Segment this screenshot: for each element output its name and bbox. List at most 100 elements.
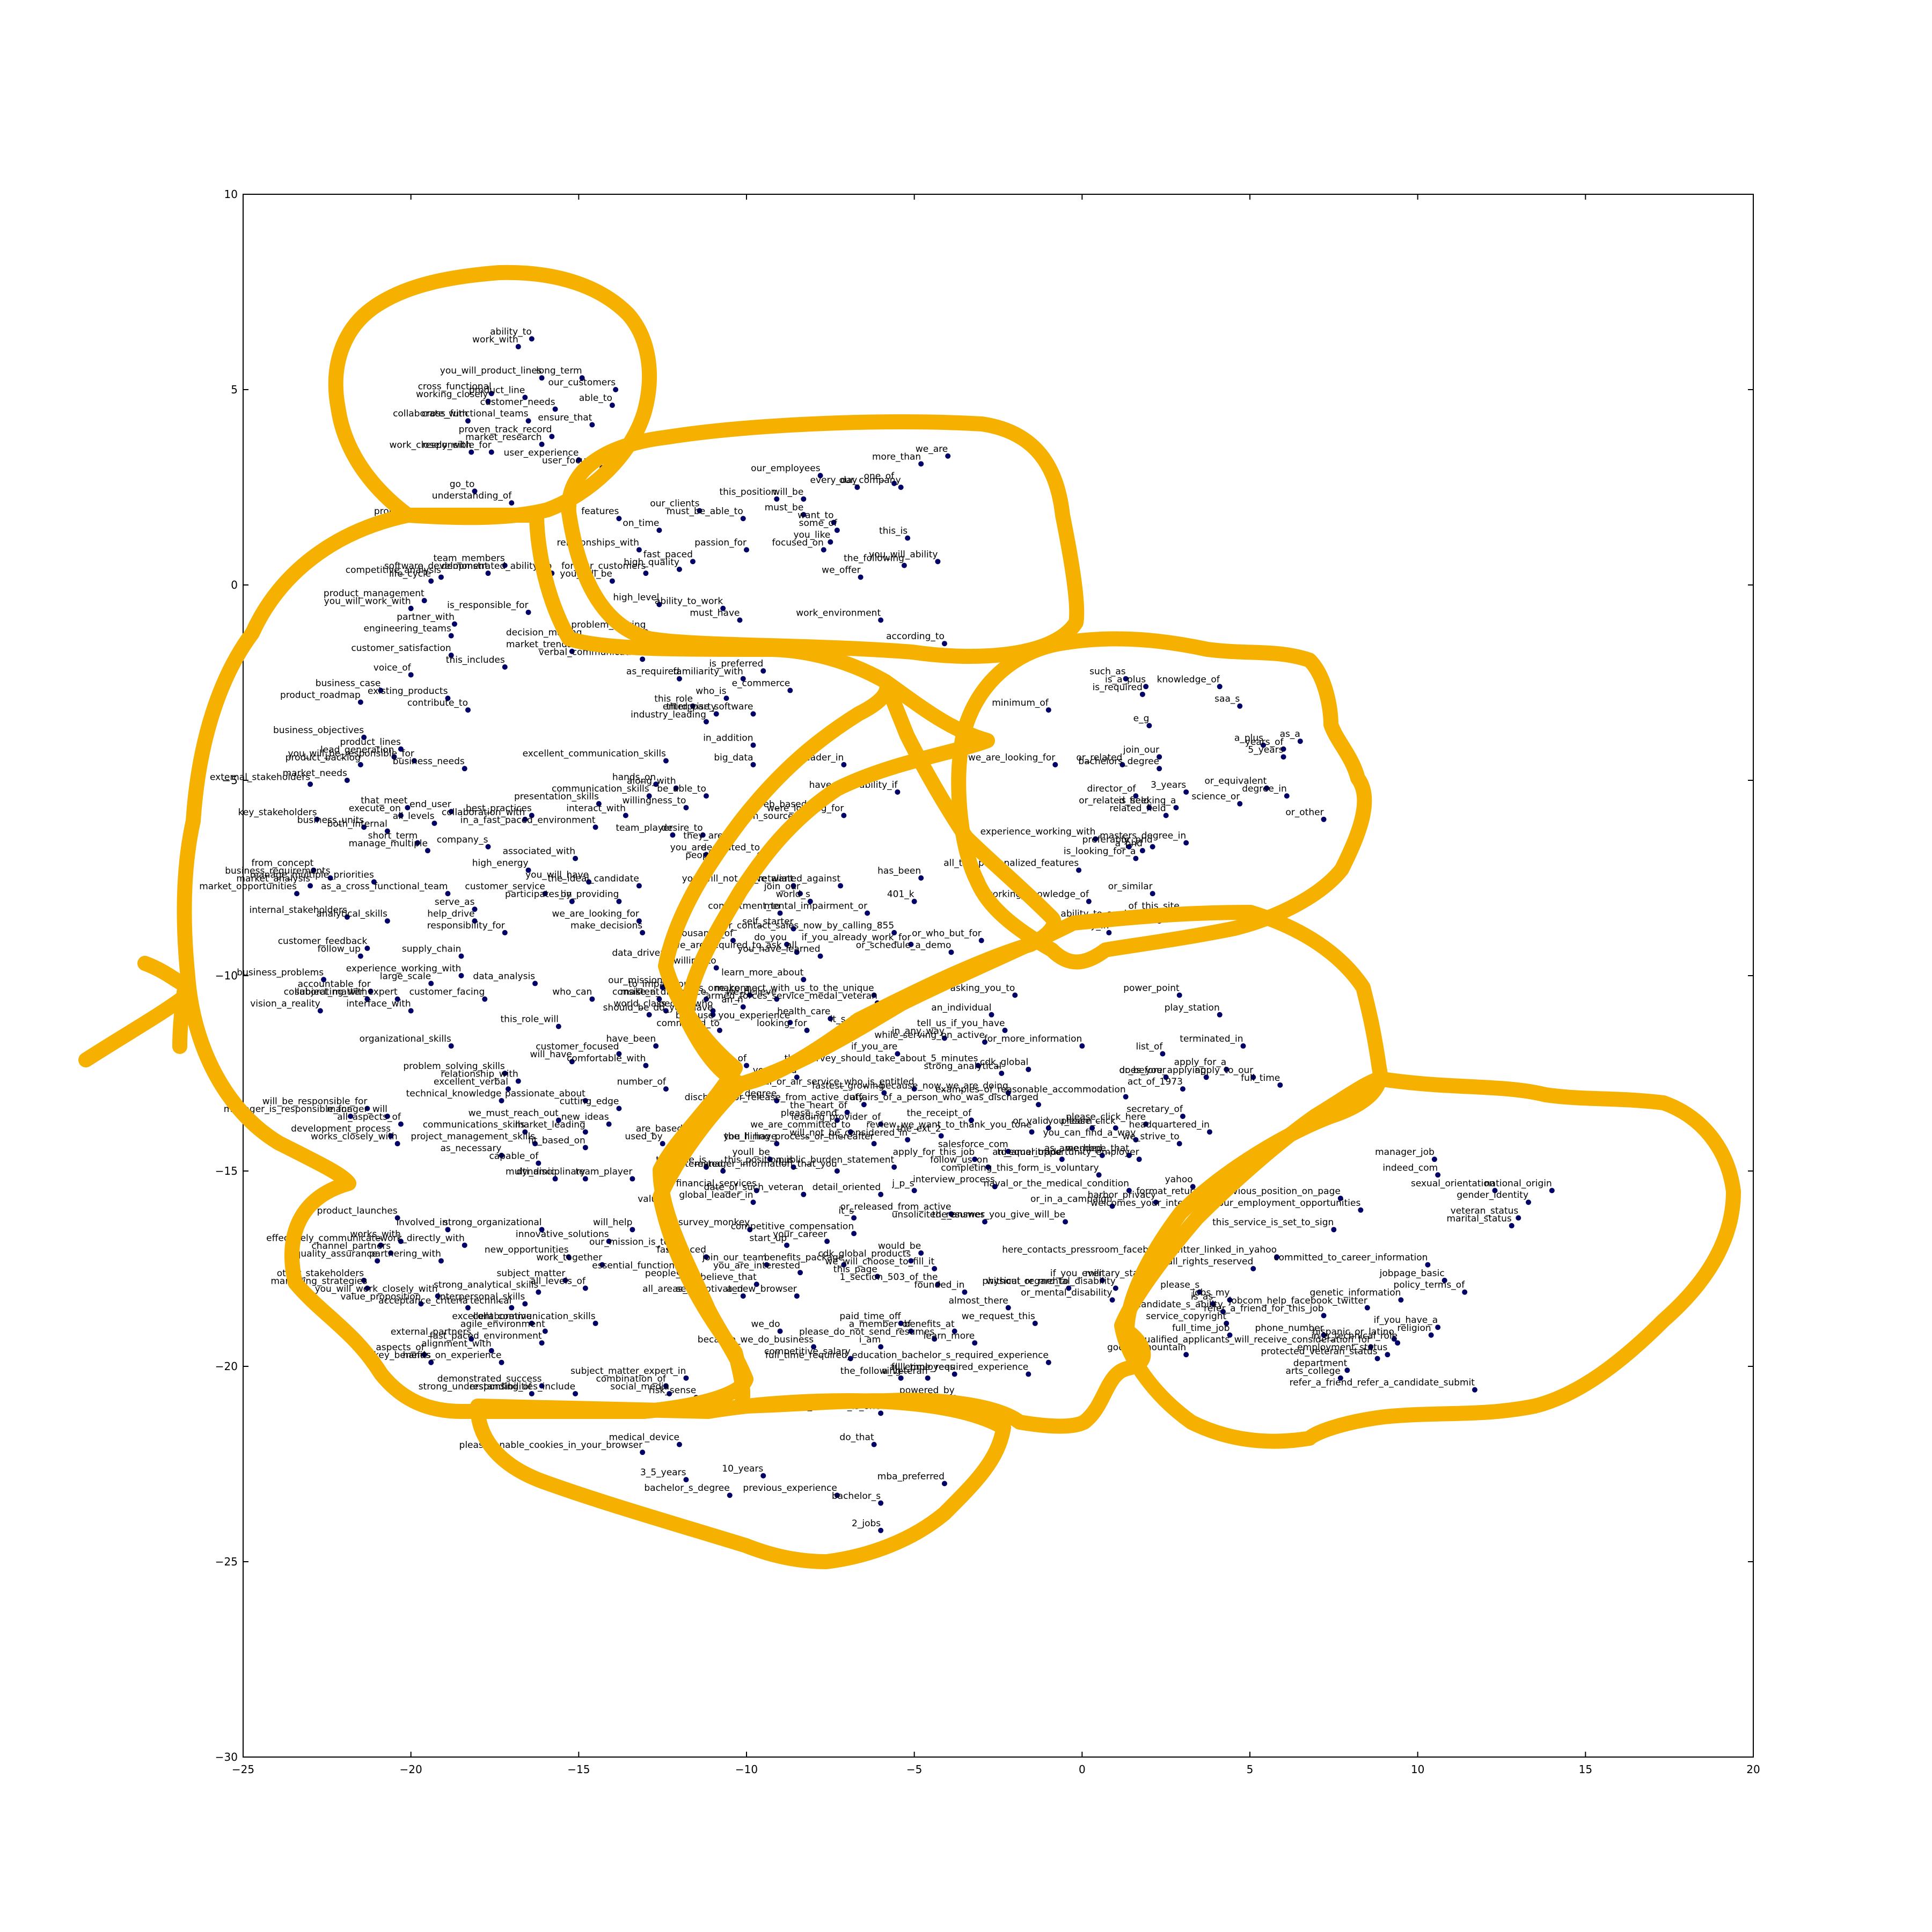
- point-label: protected_veteran_status: [1261, 1346, 1377, 1357]
- point-label: competitive_salary: [764, 1346, 851, 1357]
- scatter-point: [1435, 1324, 1441, 1330]
- scatter-point: [640, 656, 646, 662]
- scatter-point: [485, 844, 491, 850]
- scatter-point: [438, 574, 444, 580]
- scatter-point: [784, 941, 790, 947]
- scatter-point: [371, 879, 377, 885]
- scatter-point: [421, 1352, 427, 1358]
- scatter-point: [582, 1145, 588, 1151]
- scatter-point: [811, 1344, 817, 1350]
- scatter-point: [1280, 754, 1286, 760]
- scatter-point: [596, 801, 602, 807]
- point-label: ability_to_work: [655, 596, 723, 607]
- scatter-point: [616, 1051, 622, 1057]
- scatter-point: [774, 1141, 780, 1147]
- scatter-point: [847, 1356, 853, 1362]
- point-label: key_stakeholders: [238, 807, 317, 818]
- scatter-point: [713, 711, 719, 717]
- scatter-point: [1180, 1114, 1185, 1119]
- point-label: the_ext_2: [897, 1123, 941, 1134]
- scatter-point: [586, 879, 592, 885]
- point-label: veteran_status: [1451, 1205, 1519, 1216]
- scatter-point: [529, 1391, 535, 1396]
- scatter-point: [807, 898, 813, 904]
- point-label: customer_feedback: [278, 936, 368, 947]
- scatter-point: [592, 824, 598, 830]
- point-label: market_opportunities: [199, 881, 297, 892]
- annotation-arrow-shaft: [78, 991, 190, 1067]
- point-label: market_trends: [506, 639, 572, 650]
- scatter-point: [1093, 836, 1099, 842]
- point-label: strong_analytical_skills: [434, 1280, 538, 1291]
- point-label: associated_with: [503, 846, 576, 857]
- scatter-point: [462, 766, 467, 772]
- point-label: we_must_reach_out: [469, 1108, 559, 1118]
- point-label: they_are: [683, 830, 723, 841]
- scatter-point: [1109, 1297, 1115, 1303]
- scatter-point: [378, 1242, 384, 1248]
- point-label: organizational_skills: [360, 1034, 451, 1044]
- scatter-point: [1133, 855, 1139, 861]
- point-label: all_employees: [890, 1362, 955, 1373]
- scatter-point: [941, 641, 947, 647]
- point-label: proven_track_record: [459, 424, 552, 435]
- point-label: software_development: [384, 561, 488, 572]
- scatter-point: [1123, 1094, 1129, 1100]
- scatter-point: [697, 508, 702, 514]
- scatter-point: [891, 930, 897, 935]
- point-label: is_seeking_a: [1119, 795, 1176, 806]
- point-label: all_levels: [393, 811, 435, 822]
- scatter-point: [750, 742, 756, 748]
- scatter-point: [1163, 1074, 1169, 1080]
- scatter-point: [1206, 1129, 1212, 1135]
- point-label: without_regard_to: [986, 1276, 1069, 1286]
- scatter-point: [878, 1527, 884, 1533]
- scatter-point: [529, 336, 535, 342]
- point-label: full_time_required_experience: [891, 1362, 1029, 1373]
- point-label: a_phd: [1115, 838, 1143, 849]
- scatter-point: [499, 1152, 504, 1158]
- scatter-point: [643, 570, 649, 576]
- scatter-point: [871, 1441, 877, 1447]
- scatter-point: [488, 449, 494, 455]
- point-label: learn_more_about: [721, 967, 803, 978]
- point-label: a_member_of: [849, 1319, 912, 1329]
- point-label: a_candidate_s_ability: [1126, 1299, 1223, 1310]
- scatter-point: [821, 547, 826, 553]
- point-label: collaborate_with: [393, 408, 468, 419]
- point-label: bachelors_degree: [1078, 756, 1159, 767]
- scatter-point: [1374, 1356, 1380, 1362]
- scatter-point: [569, 648, 575, 654]
- scatter-point: [1146, 723, 1152, 729]
- point-label: relationship_with: [441, 1069, 518, 1080]
- point-label: we_want: [753, 874, 794, 884]
- point-label: survey_monkey: [678, 1217, 750, 1228]
- scatter-point: [465, 418, 471, 424]
- scatter-point: [431, 821, 437, 826]
- point-label: join_our: [1123, 744, 1159, 755]
- point-label: is_a_plus: [1105, 674, 1146, 685]
- y-tick-label: −10: [215, 969, 238, 982]
- scatter-point: [1280, 746, 1286, 752]
- scatter-point: [398, 1239, 404, 1245]
- point-label: interact_with: [566, 803, 626, 814]
- scatter-point: [448, 809, 454, 815]
- scatter-point: [1227, 1297, 1233, 1303]
- point-label: you_will_have: [525, 869, 589, 880]
- point-label: data_driven: [612, 948, 666, 958]
- point-label: customer_needs: [480, 397, 555, 407]
- scatter-point: [589, 422, 595, 428]
- y-tick-label: −15: [215, 1165, 238, 1177]
- point-label: business_units: [297, 815, 364, 825]
- point-label: all_levels_of: [530, 1276, 586, 1286]
- scatter-point: [663, 1383, 669, 1389]
- scatter-point: [737, 617, 743, 623]
- point-label: hands_on_experience: [402, 1350, 501, 1361]
- scatter-point: [1240, 1043, 1246, 1049]
- scatter-point: [609, 402, 615, 408]
- scatter-point: [428, 1359, 434, 1365]
- scatter-point: [499, 1097, 504, 1103]
- scatter-point: [488, 391, 494, 397]
- point-label: date_of_such_veteran: [704, 1182, 804, 1193]
- scatter-point: [1197, 1289, 1203, 1295]
